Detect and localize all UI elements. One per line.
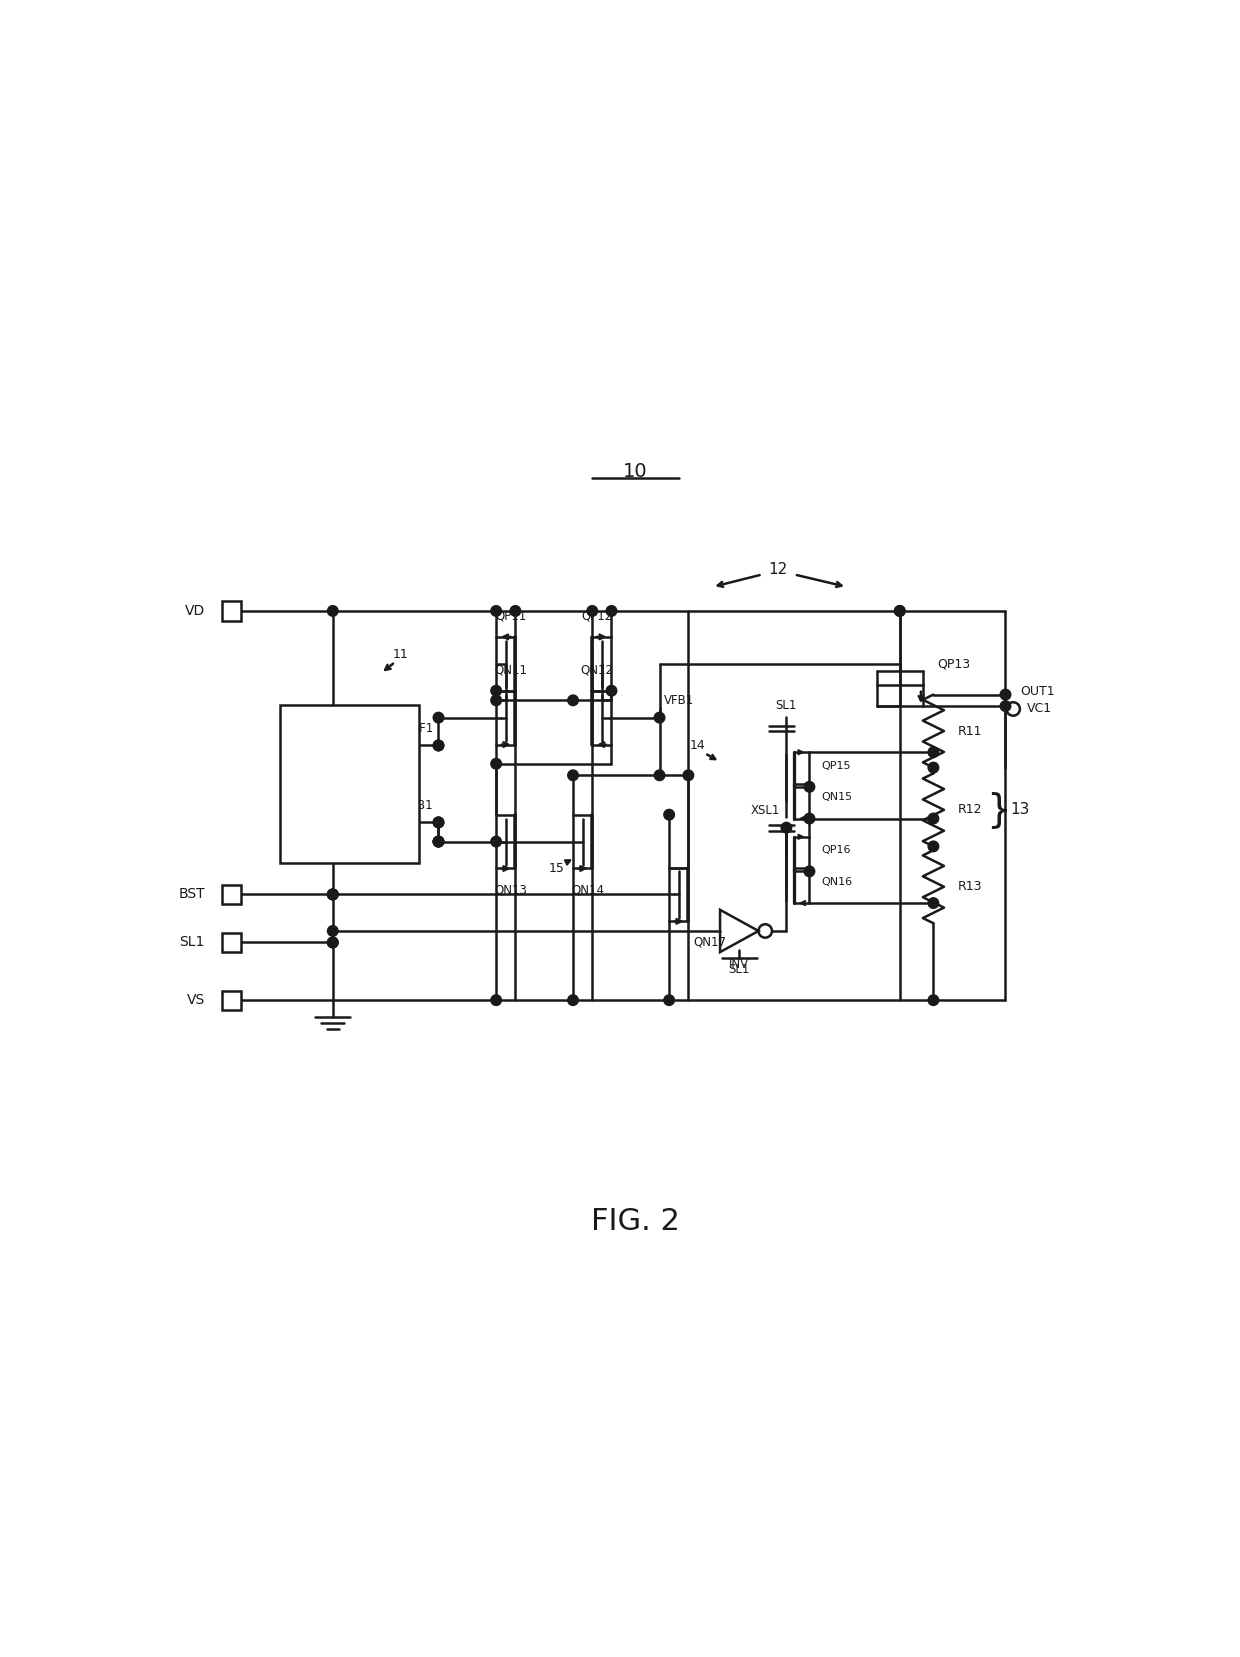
- Circle shape: [491, 837, 501, 847]
- Circle shape: [491, 759, 501, 769]
- Text: }: }: [986, 790, 1011, 828]
- Circle shape: [433, 817, 444, 827]
- Text: VRF1: VRF1: [403, 722, 434, 734]
- Circle shape: [433, 713, 444, 722]
- Circle shape: [327, 926, 339, 936]
- Circle shape: [1001, 701, 1011, 711]
- Bar: [222, 933, 242, 953]
- Text: BST: BST: [179, 888, 205, 901]
- Text: 12: 12: [768, 562, 787, 577]
- Text: 14: 14: [691, 739, 706, 752]
- Circle shape: [928, 842, 939, 852]
- Text: R11: R11: [957, 724, 982, 737]
- Circle shape: [327, 890, 339, 900]
- Circle shape: [327, 938, 339, 948]
- Text: XSL1: XSL1: [750, 804, 780, 817]
- Circle shape: [928, 898, 939, 908]
- Circle shape: [606, 606, 616, 616]
- Circle shape: [663, 809, 675, 820]
- Text: QP11: QP11: [495, 610, 526, 623]
- Text: QN11: QN11: [494, 663, 527, 676]
- Text: QP15: QP15: [821, 761, 851, 771]
- Text: 11: 11: [392, 648, 408, 661]
- Bar: [222, 601, 242, 621]
- Circle shape: [433, 741, 444, 751]
- Circle shape: [805, 867, 815, 877]
- Text: VC1: VC1: [1027, 703, 1052, 716]
- Text: QN17: QN17: [693, 936, 727, 949]
- Text: CIRCUIT: CIRCUIT: [329, 822, 371, 832]
- Text: SL1: SL1: [729, 963, 750, 976]
- Circle shape: [683, 771, 693, 780]
- Circle shape: [433, 837, 444, 847]
- Text: VD: VD: [185, 603, 205, 618]
- Circle shape: [928, 762, 939, 772]
- Text: VS: VS: [187, 993, 205, 1007]
- Circle shape: [655, 713, 665, 722]
- Circle shape: [894, 606, 905, 616]
- Circle shape: [663, 994, 675, 1006]
- Text: FIG. 2: FIG. 2: [591, 1206, 680, 1236]
- Text: QN12: QN12: [580, 663, 614, 676]
- Bar: [222, 991, 242, 1009]
- Text: SL1: SL1: [776, 699, 797, 711]
- Circle shape: [606, 686, 616, 696]
- Circle shape: [327, 606, 339, 616]
- Circle shape: [433, 837, 444, 847]
- Text: QN15: QN15: [821, 792, 852, 802]
- Circle shape: [568, 694, 578, 706]
- Text: VOLTAGE: VOLTAGE: [326, 764, 373, 774]
- Text: VB1: VB1: [410, 799, 434, 812]
- Text: 15: 15: [549, 862, 564, 875]
- Circle shape: [491, 694, 501, 706]
- Text: SL1: SL1: [180, 936, 205, 949]
- Text: QP16: QP16: [821, 845, 851, 855]
- Circle shape: [655, 771, 665, 780]
- Circle shape: [928, 747, 939, 757]
- Circle shape: [805, 782, 815, 792]
- Text: QN16: QN16: [821, 877, 852, 886]
- Text: QN14: QN14: [570, 883, 604, 896]
- Circle shape: [433, 741, 444, 751]
- Circle shape: [894, 606, 905, 616]
- Circle shape: [928, 814, 939, 824]
- Circle shape: [781, 822, 791, 833]
- Text: GENERATION: GENERATION: [316, 794, 383, 804]
- Text: R12: R12: [957, 804, 982, 817]
- Text: QN13: QN13: [494, 883, 527, 896]
- Bar: [280, 704, 419, 863]
- Circle shape: [928, 994, 939, 1006]
- Circle shape: [568, 994, 578, 1006]
- Circle shape: [491, 686, 501, 696]
- Circle shape: [433, 837, 444, 847]
- Circle shape: [327, 890, 339, 900]
- Circle shape: [805, 814, 815, 824]
- Bar: [222, 885, 242, 905]
- Circle shape: [587, 606, 598, 616]
- Text: 10: 10: [624, 462, 647, 481]
- Text: QP12: QP12: [582, 610, 613, 623]
- Circle shape: [327, 938, 339, 948]
- Circle shape: [491, 606, 501, 616]
- Circle shape: [510, 606, 521, 616]
- Circle shape: [433, 817, 444, 827]
- Circle shape: [327, 890, 339, 900]
- Text: 13: 13: [1011, 802, 1029, 817]
- Circle shape: [1001, 689, 1011, 699]
- Text: REFERENCE: REFERENCE: [319, 736, 381, 746]
- Text: QP13: QP13: [937, 658, 971, 671]
- Text: R13: R13: [957, 880, 982, 893]
- Text: OUT1: OUT1: [1019, 686, 1054, 698]
- Circle shape: [568, 771, 578, 780]
- Text: INV: INV: [729, 958, 749, 971]
- Circle shape: [491, 994, 501, 1006]
- Text: VFB1: VFB1: [665, 694, 694, 708]
